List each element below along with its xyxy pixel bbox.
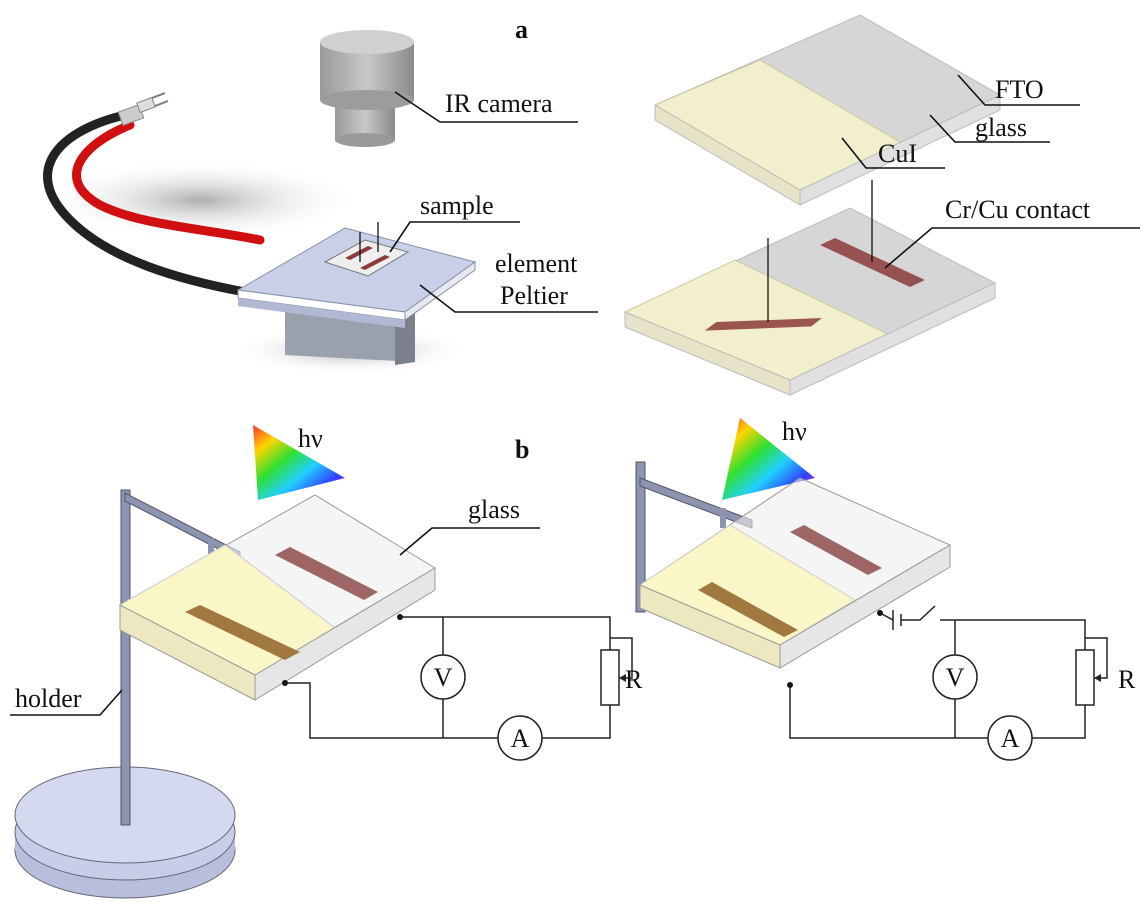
cables-part [155, 101, 168, 106]
cables-part [137, 98, 155, 113]
label: element [495, 249, 578, 278]
label: glass [468, 495, 520, 524]
circuit-part [1076, 650, 1094, 705]
holder-part [720, 508, 726, 528]
ir-camera [320, 30, 414, 147]
leader [400, 528, 540, 555]
meter-label: V [434, 663, 453, 692]
label: holder [15, 684, 82, 713]
sample-glass [640, 478, 950, 668]
label: Peltier [500, 281, 568, 310]
glass-slab-contacts [625, 180, 995, 395]
meter-label: A [1001, 724, 1020, 753]
label: IR camera [445, 89, 553, 118]
figure: a IR camera sample element Peltier FTO g… [0, 0, 1145, 914]
ir-camera-part [320, 30, 414, 54]
label: hν [782, 417, 807, 446]
circuit-part [1094, 674, 1101, 682]
sample-glass [120, 495, 435, 700]
circuit-part [601, 650, 619, 705]
panel-label: a [515, 15, 528, 44]
meter-label: V [946, 663, 965, 692]
label: sample [420, 191, 494, 220]
panel-label: b [515, 435, 529, 464]
ir-camera-part [320, 90, 414, 110]
ir-camera-part [335, 133, 395, 147]
label: hν [298, 424, 323, 453]
label: R [625, 665, 643, 694]
label: FTO [995, 75, 1044, 104]
label: glass [975, 113, 1027, 142]
label: Cr/Cu contact [945, 195, 1091, 224]
label: CuI [878, 139, 917, 168]
cables-part [152, 93, 165, 98]
holder-part [121, 490, 130, 825]
label: R [1118, 665, 1136, 694]
glass-slab [655, 15, 1000, 205]
meter-label: A [511, 724, 530, 753]
